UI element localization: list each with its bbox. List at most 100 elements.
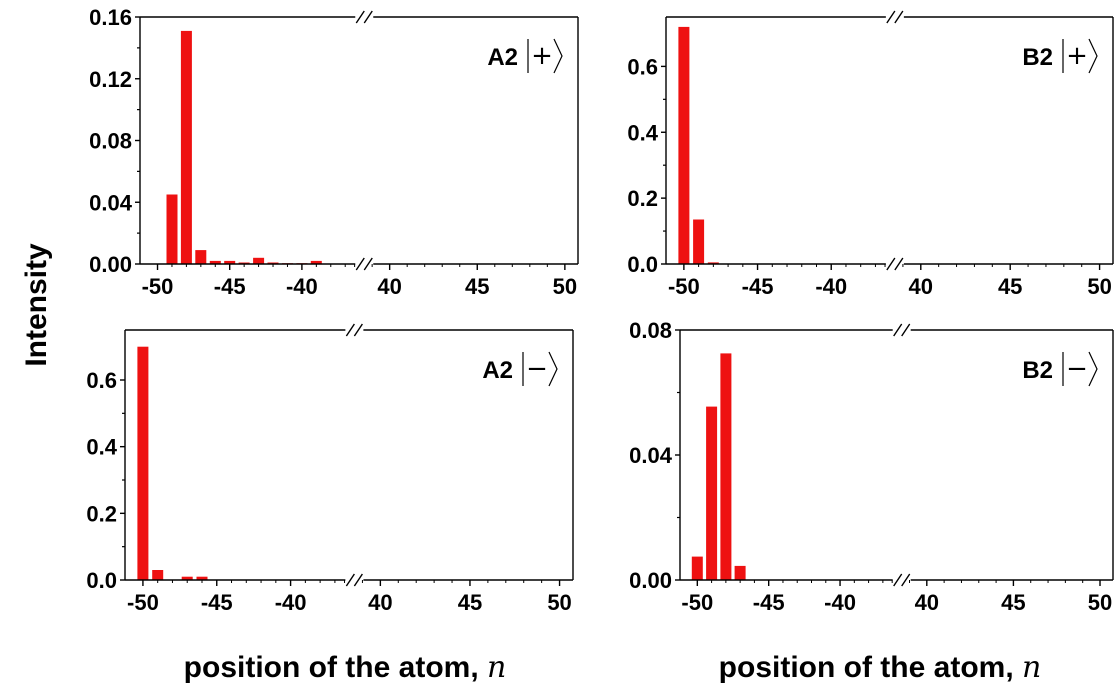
axis-break-mark [893,573,903,587]
x-tick-label: 40 [377,274,401,299]
axis-break-mark [893,323,903,337]
y-tick-label: 0.0 [627,252,658,277]
x-tick-label: 45 [458,590,482,615]
bar [195,250,207,264]
bar [238,262,250,264]
panel-label: A2 [482,357,513,384]
x-tick-label: 45 [465,274,489,299]
y-tick-label: 0.0 [86,568,117,593]
bar [180,30,192,265]
x-tick-label: -40 [286,274,318,299]
ket-symbol: + [527,38,563,74]
y-tick-label: 0.2 [86,501,117,526]
axis-break-mark [345,573,355,587]
y-tick-label: 0.12 [89,67,132,92]
bar [196,576,208,580]
chart-panel-4: 0.00 0.04 0.08 -50 -45 -40 40 45 50 −B2 [629,318,1114,615]
x-tick-label: 50 [553,274,577,299]
axis-break-mark [886,257,896,271]
x-tick-label: -40 [815,274,847,299]
x-tick-label: 50 [547,590,571,615]
x-tick-label: -45 [201,590,233,615]
x-tick-label: -40 [824,590,856,615]
bar [310,260,322,264]
x-tick-label: 40 [915,590,939,615]
bar [734,565,746,580]
bar [691,556,703,580]
y-tick-label: 0.16 [89,5,132,30]
bar [137,346,149,580]
y-tick-label: 0.00 [89,252,132,277]
ket-symbol: + [1062,38,1098,74]
ket-symbol: − [1062,351,1098,387]
bar [152,570,164,580]
bar [267,262,279,264]
bar [720,353,732,580]
axis-break-mark [886,10,896,24]
x-tick-label: 40 [368,590,392,615]
y-tick-label: 0.4 [86,435,117,460]
axis-break-mark [363,10,373,24]
y-tick-label: 0.08 [629,318,672,343]
x-tick-label: 45 [1001,590,1025,615]
ket-sign: + [531,41,553,71]
y-tick-label: 0.4 [627,120,658,145]
y-tick-label: 0.6 [86,368,117,393]
y-tick-label: 0.04 [89,190,133,215]
axis-break-mark [355,10,365,24]
x-axis-title-left: position of the atom, n [184,650,507,685]
bar [253,257,265,264]
bar [678,26,690,265]
x-tick-label: -50 [668,274,700,299]
bar [166,194,178,264]
y-tick-label: 0.00 [629,568,672,593]
panel-label: A2 [487,44,518,71]
y-tick-label: 0.6 [627,54,658,79]
ket-symbol: − [522,351,558,387]
y-axis-title: Intensity [20,243,53,367]
axis-break-mark [345,323,355,337]
x-tick-label: -40 [275,590,307,615]
x-tick-label: -45 [753,590,785,615]
axis-break-mark [353,573,363,587]
x-tick-label: -45 [742,274,774,299]
x-tick-label: -50 [681,590,713,615]
x-axis-variable: n [487,650,506,685]
y-tick-label: 0.2 [627,186,658,211]
x-tick-label: 50 [1088,590,1112,615]
ket-angle [548,351,558,387]
bar [693,219,705,264]
x-tick-label: 45 [998,274,1022,299]
x-axis-variable: n [1022,650,1041,685]
axis-break-mark [363,257,373,271]
ket-sign: − [1066,354,1088,384]
x-tick-label: 50 [1087,274,1111,299]
bar [707,262,719,264]
y-tick-label: 0.04 [629,443,673,468]
chart-panel-1: 0.00 0.04 0.08 0.12 0.16 -50 -45 -40 40 45 50 + A2 [89,5,579,299]
axis-break-mark [355,257,365,271]
x-tick-label: 40 [909,274,933,299]
chart-panel-2: 0.0 0.2 0.4 0.6 -50 -45 -40 40 45 50 + B2 [627,10,1114,299]
axis-break-mark [901,323,911,337]
x-tick-label: -50 [142,274,174,299]
ket-angle [1088,38,1098,74]
panels: 0.000.040.080.120.16-50 -45 -40 40 45 50+A20.… [86,5,1114,615]
x-tick-label: -50 [127,590,159,615]
axis-break-mark [901,573,911,587]
bar [706,406,718,580]
bar [181,576,193,580]
panel-label: B2 [1022,357,1053,384]
x-axis-title-text: position of the atom, [719,651,1022,684]
y-tick-label: 0.08 [89,129,132,154]
axis-break-mark [894,257,904,271]
ket-sign: − [526,354,548,384]
ket-sign: + [1066,41,1088,71]
panel-label: B2 [1022,44,1053,71]
x-axis-title-right: position of the atom, n [719,650,1042,685]
x-tick-label: -45 [214,274,246,299]
x-axis-title-text: position of the atom, [184,651,487,684]
axis-break-mark [894,10,904,24]
bar [209,260,221,264]
